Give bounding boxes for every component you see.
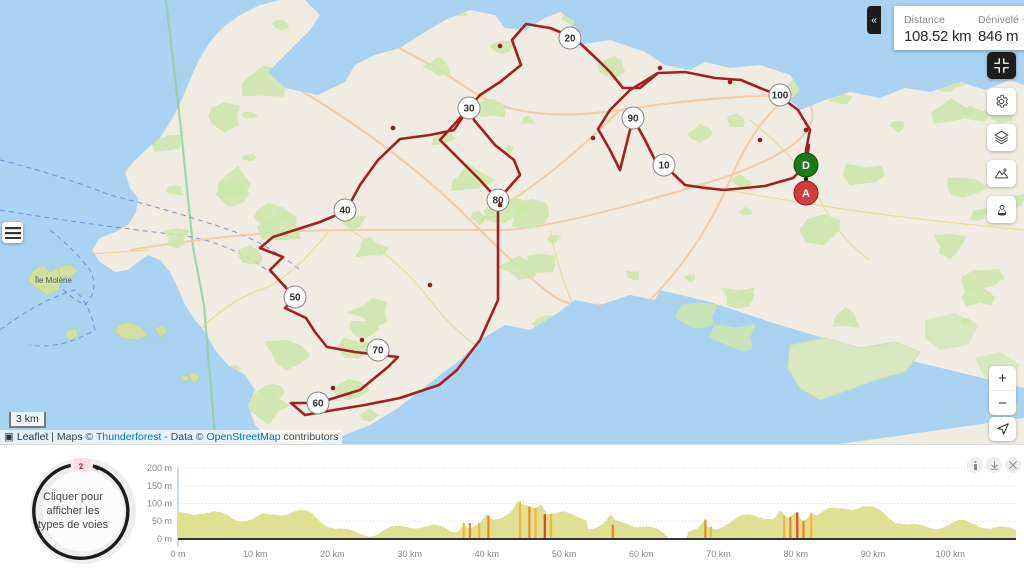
svg-text:100 km: 100 km <box>935 549 965 559</box>
svg-text:0 m: 0 m <box>157 534 172 544</box>
svg-text:30: 30 <box>463 104 475 115</box>
svg-text:D: D <box>802 160 810 172</box>
svg-text:90 km: 90 km <box>861 549 886 559</box>
svg-text:Île Molène: Île Molène <box>34 276 72 285</box>
svg-text:50 km: 50 km <box>552 549 577 559</box>
svg-text:20: 20 <box>564 34 576 45</box>
svg-text:0 m: 0 m <box>170 549 185 559</box>
svg-text:90: 90 <box>627 114 639 125</box>
svg-text:70 km: 70 km <box>706 549 731 559</box>
svg-text:10: 10 <box>658 161 670 172</box>
svg-text:50: 50 <box>289 293 301 304</box>
svg-text:20 km: 20 km <box>320 549 345 559</box>
svg-text:40: 40 <box>339 206 351 217</box>
svg-text:70: 70 <box>372 346 384 357</box>
svg-text:10 km: 10 km <box>243 549 268 559</box>
svg-text:30 km: 30 km <box>397 549 422 559</box>
svg-text:A: A <box>802 188 810 200</box>
svg-text:60 km: 60 km <box>629 549 654 559</box>
svg-text:100: 100 <box>772 91 789 102</box>
svg-text:80 km: 80 km <box>784 549 809 559</box>
svg-text:60: 60 <box>312 399 324 410</box>
svg-text:40 km: 40 km <box>475 549 500 559</box>
